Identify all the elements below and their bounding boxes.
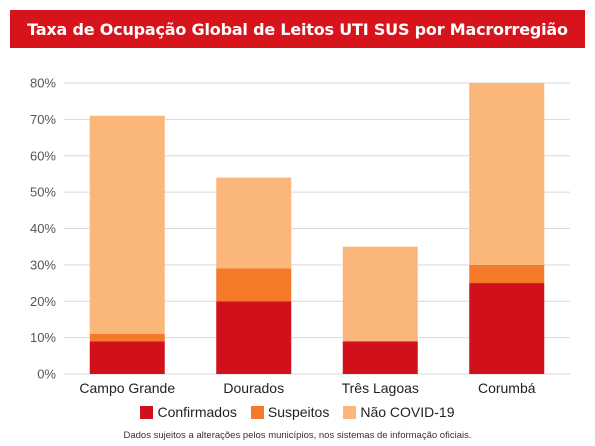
y-tick-label: 30%: [30, 257, 56, 272]
legend-label-suspeitos: Suspeitos: [267, 404, 330, 420]
legend-item-confirmados: Confirmados: [140, 404, 237, 420]
y-tick-label: 70%: [30, 112, 56, 127]
x-category-label: Corumbá: [478, 380, 536, 396]
bar-segment: [89, 115, 165, 334]
title-bar: Taxa de Ocupação Global de Leitos UTI SU…: [10, 10, 585, 48]
bar-segment: [216, 268, 292, 302]
legend-label-confirmados: Confirmados: [157, 404, 237, 420]
footnote: Dados sujeitos a alterações pelos municí…: [123, 430, 472, 441]
legend-swatch-suspeitos: [250, 405, 264, 419]
chart-title: Taxa de Ocupação Global de Leitos UTI SU…: [27, 19, 568, 39]
y-tick-label: 20%: [30, 294, 56, 309]
legend-label-nao-covid: Não COVID-19: [360, 404, 455, 420]
y-tick-label: 10%: [30, 330, 56, 345]
bar-segment: [89, 333, 165, 342]
y-tick-label: 80%: [30, 76, 56, 91]
bar-chart: 0% 10% 20% 30% 40% 50% 60% 70% 80% Campo Grande Do…: [30, 76, 570, 396]
bar-segment: [469, 264, 545, 284]
y-tick-label: 40%: [30, 221, 56, 236]
bar-segment: [342, 246, 418, 342]
legend: Confirmados Suspeitos Não COVID-19: [0, 404, 595, 420]
bar-segment: [469, 283, 545, 374]
legend-item-suspeitos: Suspeitos: [250, 404, 330, 420]
x-category-label: Dourados: [223, 380, 284, 396]
bar-segment: [89, 341, 165, 374]
y-tick-label: 50%: [30, 185, 56, 200]
y-tick-label: 60%: [30, 148, 56, 163]
bar-segment: [216, 177, 292, 269]
y-tick-label: 0%: [37, 367, 56, 382]
x-category-label: Três Lagoas: [342, 380, 419, 396]
legend-swatch-nao-covid: [343, 405, 357, 419]
bar-segment: [342, 341, 418, 374]
bar-segment: [216, 301, 292, 374]
legend-item-nao-covid: Não COVID-19: [343, 404, 455, 420]
x-category-label: Campo Grande: [79, 380, 175, 396]
legend-swatch-confirmados: [140, 405, 154, 419]
bar-segment: [469, 83, 545, 265]
